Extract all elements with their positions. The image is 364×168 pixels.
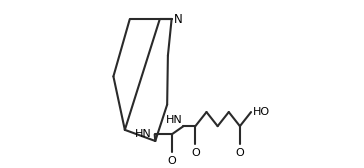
Text: HO: HO — [253, 107, 270, 117]
Text: HN: HN — [166, 115, 183, 125]
Text: HN: HN — [135, 130, 152, 139]
Text: O: O — [167, 156, 176, 165]
Text: N: N — [174, 13, 183, 26]
Text: O: O — [191, 148, 200, 158]
Text: O: O — [236, 148, 244, 158]
